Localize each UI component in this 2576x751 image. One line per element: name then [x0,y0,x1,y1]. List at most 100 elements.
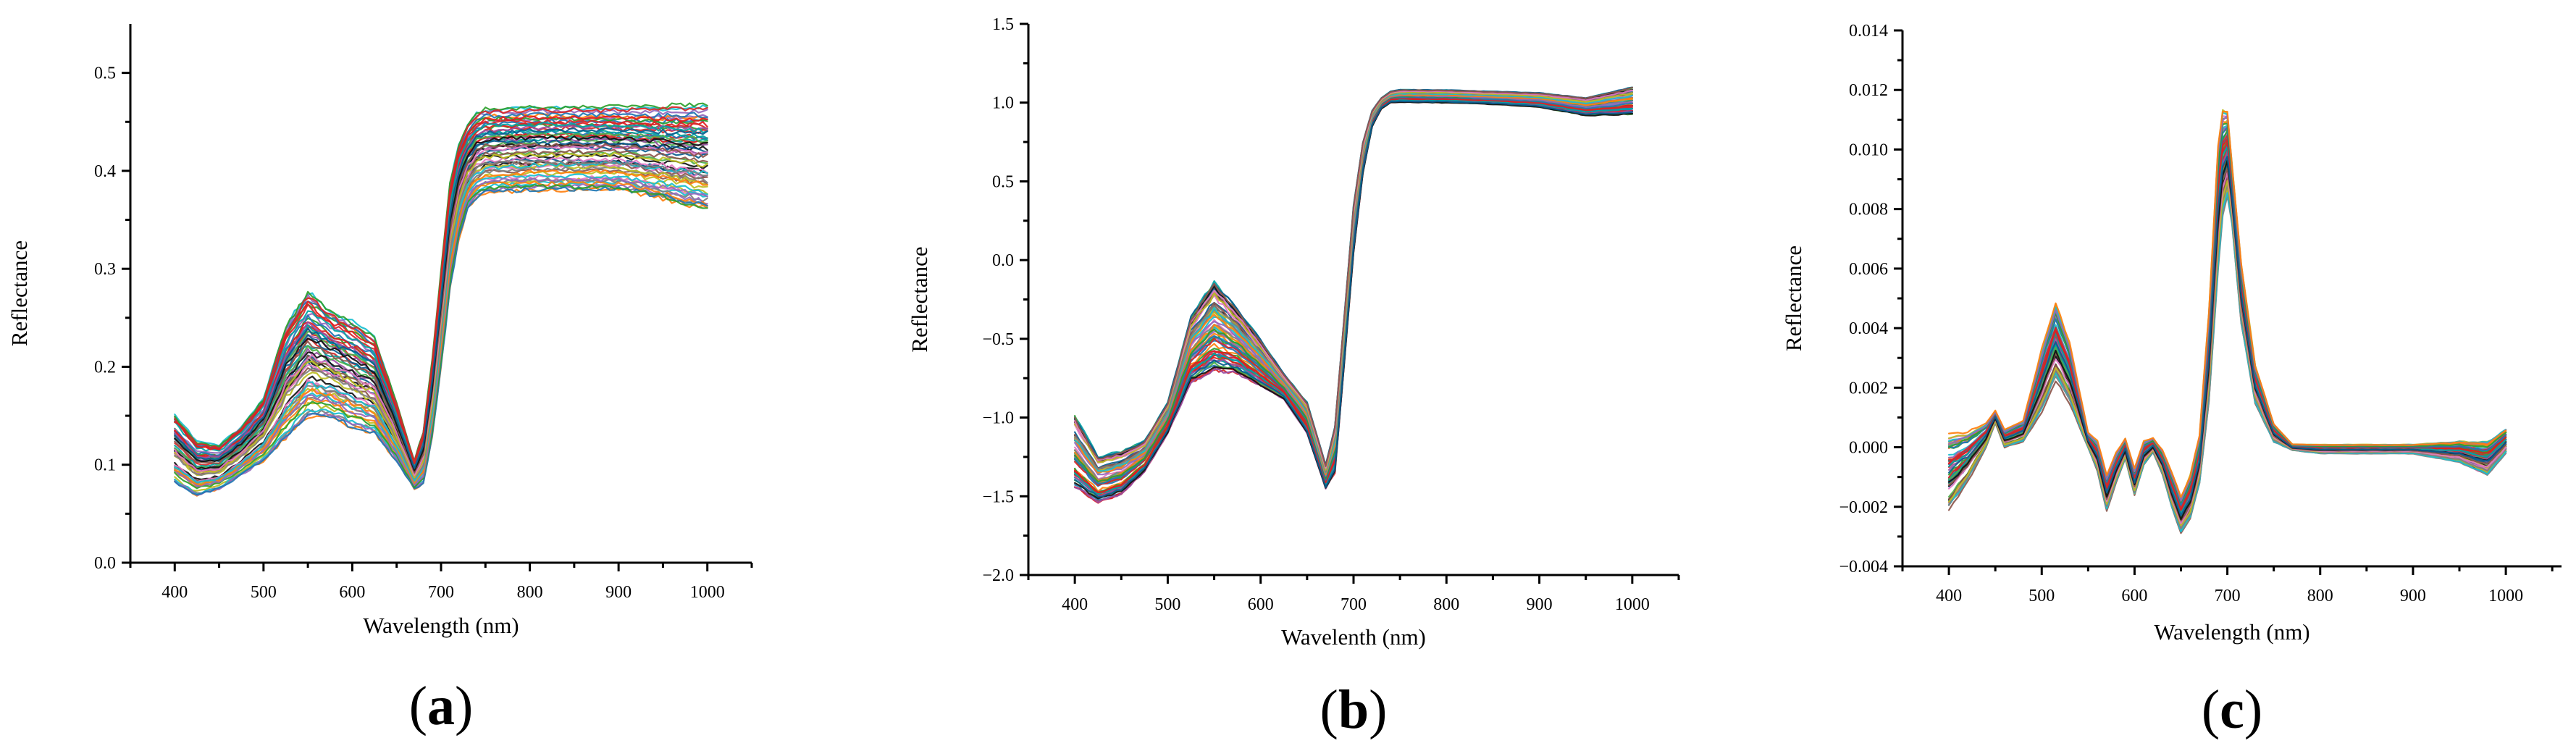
chart-b-series-line [1074,89,1633,469]
chart-c-series-line [1948,159,2507,521]
chart-a-x-tick-label: 400 [161,583,188,602]
chart-c-series-line [1948,159,2507,520]
chart-a-x-tick-label: 500 [251,583,277,602]
chart-b-x-tick-label: 800 [1433,595,1459,614]
chart-c-x-tick-label: 500 [2029,587,2055,605]
chart-a-panel-label: (a) [409,676,474,737]
chart-b-y-tick-label: 1.0 [992,94,1014,113]
chart-c-series-line [1948,149,2507,514]
panel-label-letter: c [2220,679,2244,740]
chart-a-x-tick-label: 600 [339,583,365,602]
chart-a-x-tick-label: 700 [428,583,454,602]
chart-c-series-line [1948,192,2507,533]
chart-a-series-line [174,127,708,469]
chart-b: 400 500 600 700 800 900 1000 −2.0 −1.5 −1.0 −0.5 0.… [907,15,1680,740]
chart-c-series-line [1948,167,2507,521]
chart-a-y-tick-label: 0.4 [94,162,116,181]
chart-c-series-line [1948,185,2507,529]
panel-label-letter: b [1338,679,1369,740]
chart-b-series-line [1074,86,1633,466]
chart-a-x-axis-title: Wavelength (nm) [363,613,519,638]
chart-c-y-tick-label: 0.008 [1849,201,1888,219]
chart-b-series-line [1074,89,1633,469]
chart-c-series-line [1948,183,2507,529]
chart-b-y-tick-label: 1.5 [992,15,1014,34]
chart-a-x-tick-label: 1000 [690,583,725,602]
chart-a-series-line [174,122,708,467]
chart-c-series-line [1948,147,2507,516]
chart-b-series-line [1074,92,1633,473]
chart-a-x-tick-label: 900 [605,583,632,602]
chart-b-series-line [1074,91,1633,471]
chart-b-series-line [1074,92,1633,474]
chart-a-y-tick-label: 0.2 [94,358,116,377]
chart-c-x-tick-label: 1000 [2488,587,2523,605]
chart-b-x-tick-label: 1000 [1615,595,1650,614]
chart-a-x-tick-label: 800 [517,583,543,602]
chart-b-series-line [1074,90,1633,469]
chart-c-y-tick-label: −0.004 [1839,558,1888,576]
chart-b-y-tick-label: 0.5 [992,172,1014,191]
chart-b-series-line [1074,100,1633,498]
chart-b-series-line [1074,92,1633,472]
chart-b-series-line [1074,86,1633,467]
chart-c-series-group [1948,109,2507,534]
chart-c: 400 500 600 700 800 900 1000 −0.004 −0.002 0.000 0… [1781,22,2562,740]
chart-c-series-line [1948,156,2507,519]
chart-c-y-tick-label: 0.014 [1849,22,1888,41]
chart-a-series-line [174,184,708,490]
chart-c-y-tick-label: 0.010 [1849,140,1888,159]
chart-c-x-tick-label: 600 [2121,587,2147,605]
panel-label-open-paren: ( [2202,679,2220,740]
chart-c-panel-label: (c) [2202,679,2262,740]
chart-c-series-line [1948,146,2507,514]
chart-c-series-line [1948,193,2507,534]
chart-c-series-line [1948,195,2507,533]
chart-c-y-tick-label: 0.006 [1849,260,1888,279]
chart-a-y-tick-label: 0.0 [94,554,116,573]
chart-b-series-line [1074,91,1633,470]
chart-c-series-line [1948,172,2507,524]
chart-a-series-line [174,142,708,474]
chart-c-series-line [1948,177,2507,526]
chart-c-series-line [1948,180,2507,526]
chart-c-series-line [1948,175,2507,526]
chart-c-series-line [1948,156,2507,517]
chart-b-x-tick-label: 400 [1062,595,1088,614]
chart-b-series-line [1074,91,1633,473]
chart-c-series-line [1948,156,2507,516]
chart-a-y-axis-title: Reflectance [7,240,32,346]
chart-b-series-line [1074,91,1633,471]
chart-b-x-tick-label: 500 [1154,595,1180,614]
chart-c-x-tick-label: 400 [1936,587,1962,605]
chart-b-series-line [1074,93,1633,474]
chart-b-x-tick-label: 900 [1527,595,1553,614]
panel-label-open-paren: ( [1320,679,1338,740]
chart-c-series-line [1948,190,2507,532]
chart-b-series-line [1074,91,1633,470]
panel-label-close-paren: ) [455,676,473,737]
chart-c-series-line [1948,164,2507,521]
chart-a-series-line [174,159,708,479]
chart-a-series-line [174,106,708,463]
chart-c-y-tick-label: 0.012 [1849,81,1888,100]
chart-a: 400 500 600 700 800 900 1000 0.0 0.1 0.2 0.3 0.4 0.5… [7,24,753,737]
chart-c-series-line [1948,162,2507,521]
chart-c-y-tick-label: 0.000 [1849,439,1888,458]
chart-c-series-line [1948,188,2507,531]
chart-c-y-tick-label: −0.002 [1839,498,1888,517]
chart-c-x-tick-label: 700 [2215,587,2241,605]
chart-b-series-line [1074,91,1633,471]
chart-c-series-line [1948,182,2507,529]
chart-a-series-group [174,102,708,497]
chart-c-series-line [1948,171,2507,524]
chart-c-series-line [1948,174,2507,524]
chart-a-series-line [174,169,708,486]
chart-c-series-line [1948,177,2507,527]
chart-a-y-tick-label: 0.1 [94,456,116,475]
chart-b-y-tick-label: 0.0 [992,251,1014,270]
chart-a-y-tick-label: 0.3 [94,260,116,279]
chart-a-y-tick-label: 0.5 [94,64,116,83]
chart-c-y-tick-label: 0.004 [1849,319,1888,338]
